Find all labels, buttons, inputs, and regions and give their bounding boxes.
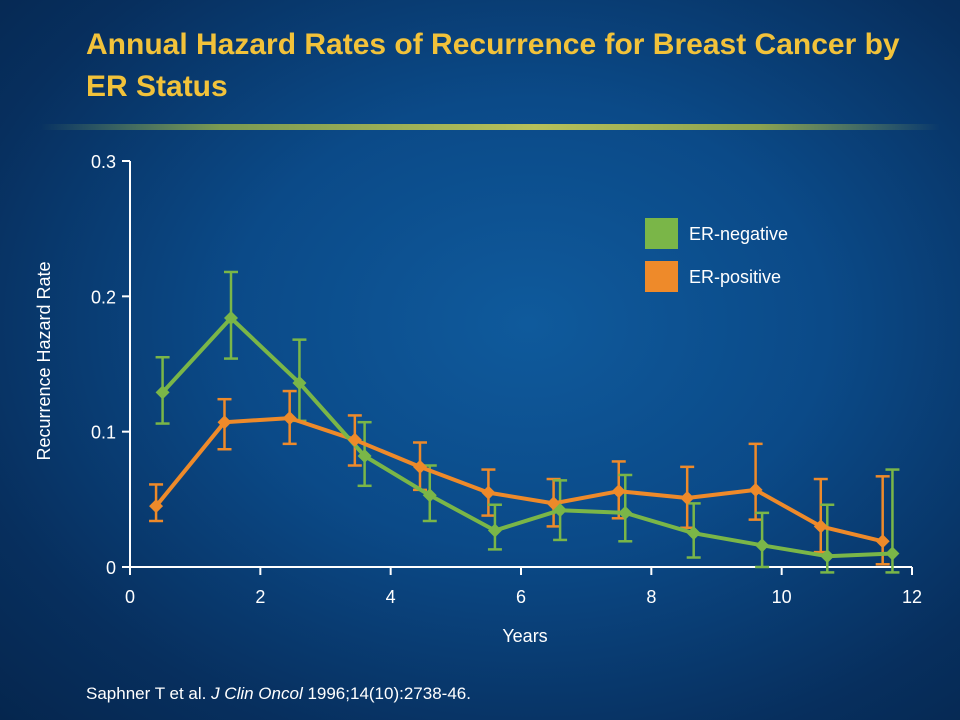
er-negative-point — [755, 538, 770, 553]
er-negative-point — [422, 488, 437, 503]
y-axis-title: Recurrence Hazard Rate — [34, 261, 54, 460]
er-negative-line — [161, 316, 893, 559]
chart-axes: 0 0.1 0.2 0.3 0 2 4 6 8 10 12 Years Recurrence Hazar… — [34, 152, 922, 646]
er-positive-point — [481, 485, 496, 500]
x-tick-label: 4 — [386, 587, 396, 607]
er-positive-point — [680, 490, 695, 505]
er-negative-point — [155, 385, 170, 400]
er-positive-point — [347, 432, 362, 447]
x-tick-label: 0 — [125, 587, 135, 607]
er-positive-point — [217, 415, 232, 430]
er-negative-point — [487, 523, 502, 538]
er-negative-point — [686, 526, 701, 541]
citation-authors: Saphner T et al. — [86, 684, 212, 703]
x-tick-label: 10 — [772, 587, 792, 607]
er-positive-line — [154, 416, 884, 544]
x-tick-label: 6 — [516, 587, 526, 607]
slide-title: Annual Hazard Rates of Recurrence for Br… — [86, 28, 900, 103]
er-positive-point — [412, 459, 427, 474]
y-tick-label: 0 — [106, 558, 116, 578]
er-negative-point — [820, 549, 835, 564]
citation-journal: J Clin Oncol — [211, 684, 303, 703]
legend: ER-negative ER-positive — [645, 218, 788, 292]
error-bars — [149, 270, 900, 574]
legend-label-er-negative: ER-negative — [689, 224, 788, 244]
x-tick-label: 2 — [255, 587, 265, 607]
er-positive-point — [875, 534, 890, 549]
er-positive-point — [748, 482, 763, 497]
x-tick-label: 8 — [646, 587, 656, 607]
legend-swatch-er-negative — [645, 218, 678, 249]
er-negative-point — [357, 449, 372, 464]
er-negative-point — [224, 310, 239, 325]
er-negative-point — [618, 505, 633, 520]
er-negative-point — [885, 546, 900, 561]
er-positive-point — [282, 411, 297, 426]
citation: Saphner T et al. J Clin Oncol 1996;14(10… — [86, 684, 471, 704]
er-positive-point — [149, 499, 164, 514]
er-positive-point — [611, 484, 626, 499]
y-tick-label: 0.3 — [91, 152, 116, 172]
legend-swatch-er-positive — [645, 261, 678, 292]
citation-details: 1996;14(10):2738-46. — [302, 684, 471, 703]
er-negative-point — [553, 503, 568, 518]
er-positive-point — [813, 519, 828, 534]
title-divider — [40, 124, 940, 130]
series-lines — [154, 316, 893, 559]
x-tick-label: 12 — [902, 587, 922, 607]
series-markers — [149, 310, 900, 564]
y-tick-label: 0.1 — [91, 423, 116, 443]
y-tick-label: 0.2 — [91, 287, 116, 307]
legend-label-er-positive: ER-positive — [689, 267, 781, 287]
x-axis-title: Years — [502, 626, 547, 646]
er-negative-point — [292, 375, 307, 390]
